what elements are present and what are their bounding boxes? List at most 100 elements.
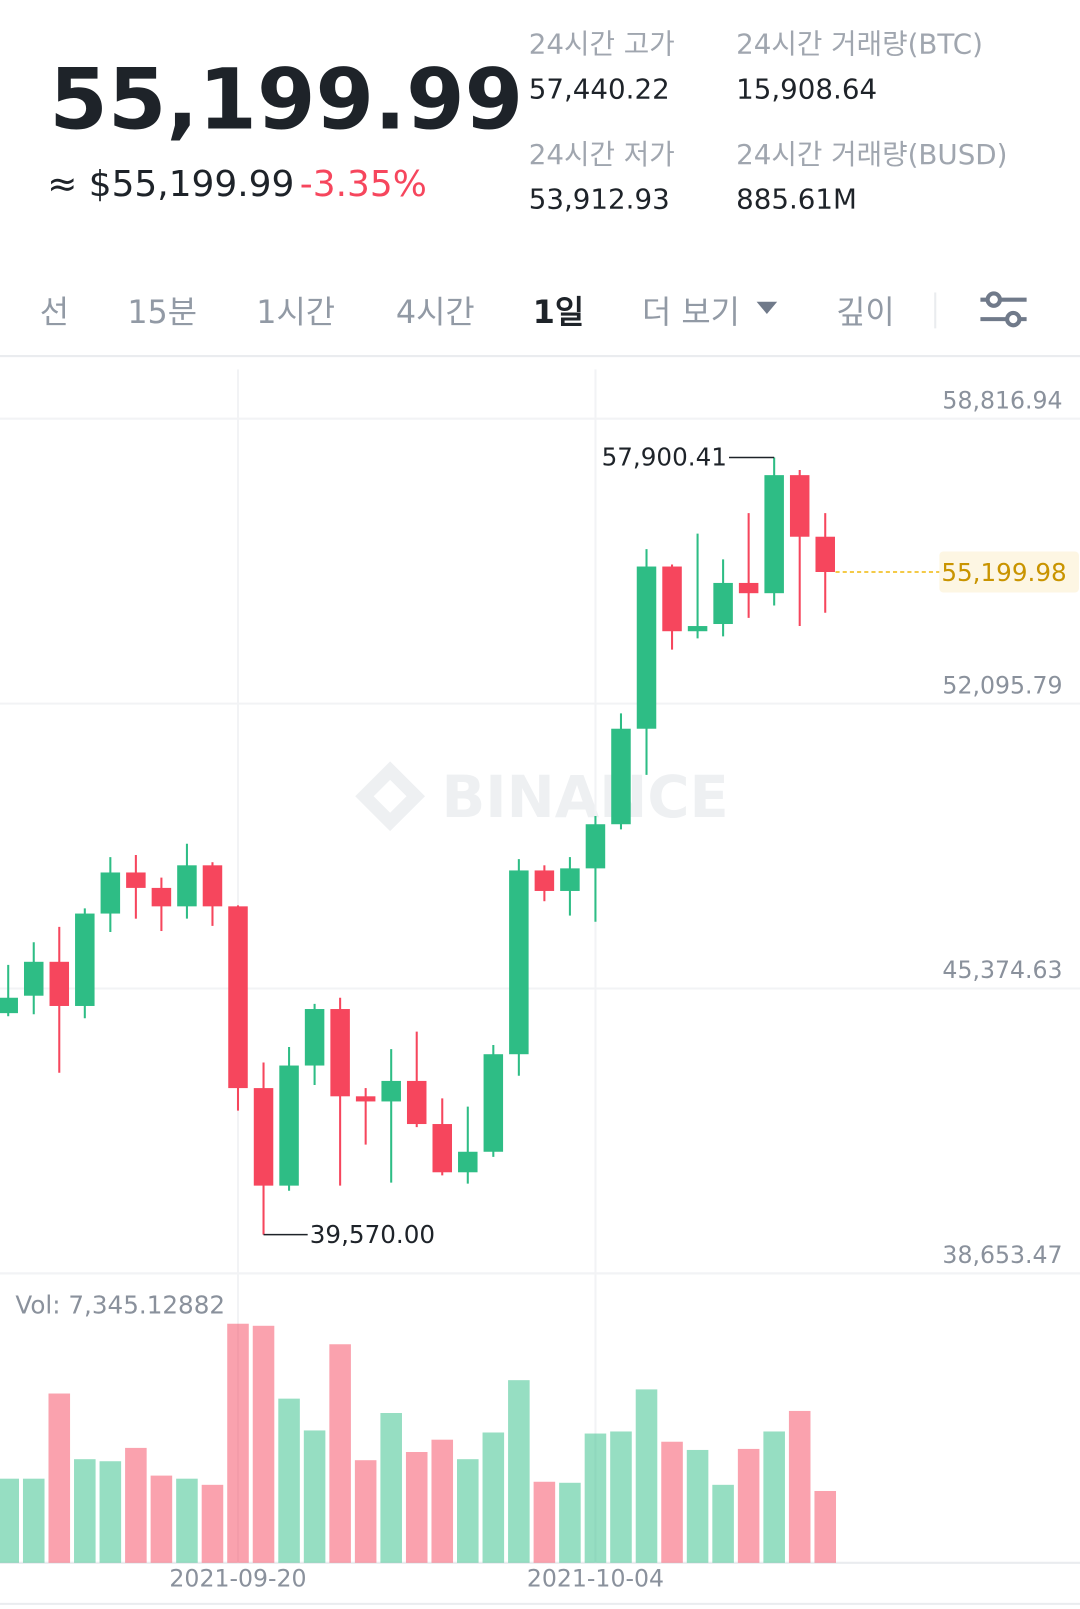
candle-body [151,887,172,907]
volume-bar [329,1344,351,1563]
volume-bar [176,1478,198,1563]
volume-bar [431,1439,454,1563]
watermark-logo [355,761,426,832]
candle-body [789,475,810,537]
stat-label: 24시간 저가 [529,138,675,171]
last-price: 55,199.99 [49,50,523,148]
volume-bar [99,1461,122,1563]
tab[interactable]: 15분 [127,293,197,331]
volume-bar [712,1484,734,1563]
volume-bar [788,1410,811,1563]
candle-body [49,961,70,1006]
candle-body [23,961,44,996]
candle-body [611,728,631,825]
annotation: 39,570.00 [310,1220,435,1249]
candle-body [534,870,555,891]
volume-bar [201,1484,224,1563]
volume-bar [405,1452,428,1563]
candle-body [815,536,835,573]
volume-bar [533,1481,556,1563]
volume-bar [737,1448,760,1563]
candle-body [228,906,248,1089]
candle-body [75,913,95,1006]
volume-bar [380,1413,402,1563]
candle-body [406,1080,427,1125]
volume-bar [814,1490,837,1563]
volume-bar [559,1482,581,1563]
volume-bar [635,1389,658,1563]
candle-body [330,1009,350,1097]
candle-body [713,582,733,625]
candle-body [636,566,657,729]
candle-body [738,582,759,594]
stat-label: 24시간 고가 [529,27,675,60]
volume-bar [661,1441,683,1563]
stat-label: 24시간 거래량(BUSD) [736,138,1007,171]
y-tick-label: 45,374.63 [942,956,1062,984]
candle-body [100,872,121,914]
volume-bar [0,1478,19,1563]
interval-tabs: 선 15분 1시간 4시간 1일 더 보기 깊이 [40,293,895,331]
volume-bar [763,1431,785,1563]
candle-body [662,566,682,632]
candle-body [355,1096,376,1102]
candle-body [687,626,708,632]
candle-body [126,872,146,888]
tab[interactable]: 1일 [533,293,584,331]
candle-body [483,1054,504,1152]
candle-body [560,868,580,891]
candle-body [509,870,529,1055]
last-price-label: 55,199.98 [941,558,1066,587]
volume-bar [125,1447,147,1563]
candle-body [764,475,784,594]
tab[interactable]: 1시간 [256,293,335,331]
stat-value: 15,908.64 [736,73,877,106]
dropdown-arrow [756,301,778,315]
volume-bar [48,1393,71,1563]
volume-label: Vol: 7,345.12882 [15,1290,225,1319]
stat-value: 885.61M [736,182,857,215]
y-tick-label: 58,816.94 [942,386,1062,414]
stat-label: 24시간 거래량(BTC) [736,27,983,60]
plot: 2021-09-20 2021-10-04 58,816.94 52,095.79 45… [0,369,1080,1592]
volume-bar [22,1478,45,1563]
volume-bar [482,1432,505,1563]
volume-bar [74,1459,96,1563]
candle-body [304,1009,325,1066]
candle-body [0,997,18,1014]
settings-icon[interactable] [980,291,1027,328]
candle-body [432,1124,453,1173]
volume-bar [584,1433,607,1563]
volume-bar [686,1449,709,1563]
tab[interactable]: 더 보기 [642,293,740,331]
candle-body [585,824,606,869]
x-tick-label: 2021-10-04 [527,1564,664,1592]
candle-body [202,865,223,907]
fiat-price: ≈ $55,199.99 [47,164,294,205]
stat-value: 57,440.22 [529,73,670,106]
volume-bar [457,1459,479,1563]
last-price-box [939,551,1079,593]
tab[interactable]: 선 [40,293,69,331]
annotation: 57,900.41 [602,443,727,472]
volume-bar [227,1323,249,1563]
x-tick-label: 2021-09-20 [169,1564,306,1592]
tab[interactable]: 깊이 [836,293,895,331]
y-tick-label: 52,095.79 [942,671,1062,699]
tab[interactable]: 4시간 [396,293,475,331]
watermark: BINANCE [441,764,728,831]
stat-value: 53,912.93 [529,182,670,215]
volume-bar [278,1398,300,1563]
candle-body [458,1151,478,1173]
volume-bar [303,1430,326,1563]
y-tick-label: 38,653.47 [942,1241,1062,1269]
volume-bar [150,1475,173,1563]
candle-body [253,1088,274,1186]
candle-body [177,865,197,907]
volume-bar [610,1431,632,1563]
volume-bar [354,1460,377,1563]
volume-bar [508,1380,530,1563]
price-change: -3.35% [300,164,427,205]
